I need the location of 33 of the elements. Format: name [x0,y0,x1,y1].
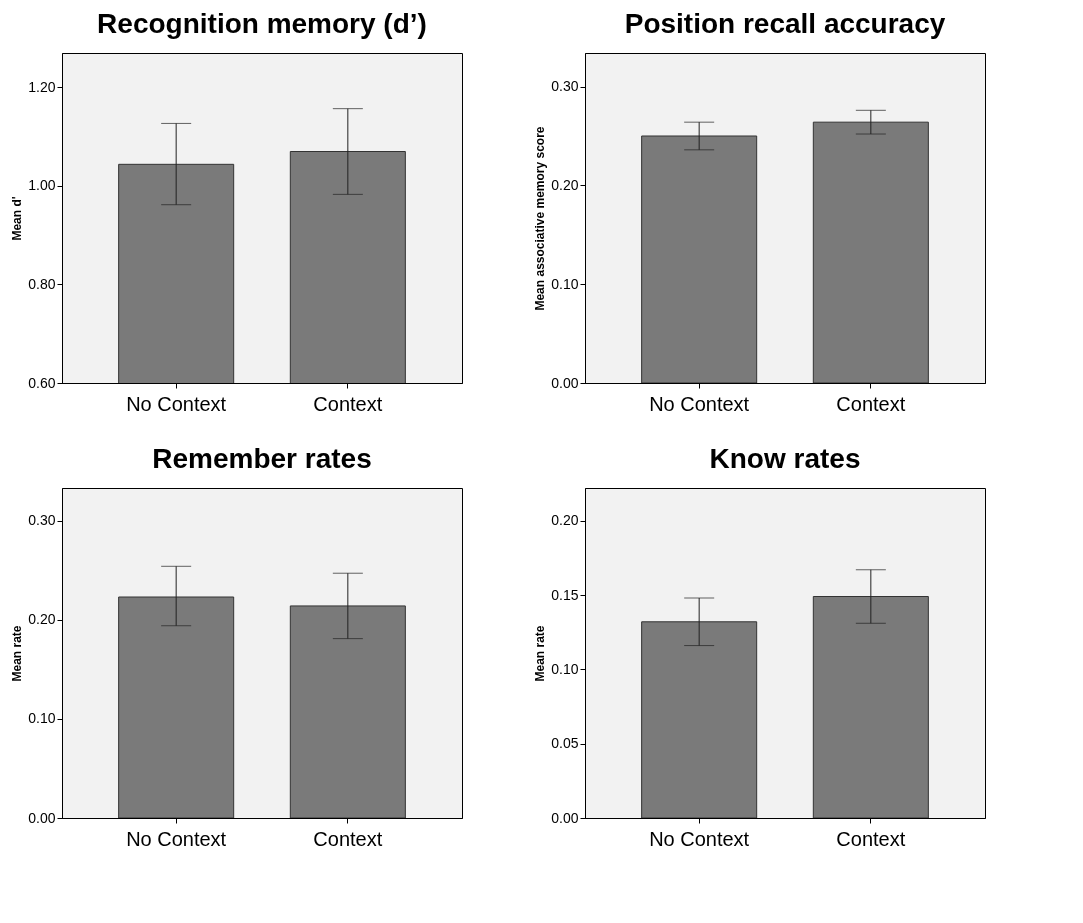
y-tick-label: 0.20 [551,176,579,193]
y-tick-label: 0.20 [551,512,579,529]
x-tick-label: No Context [126,392,227,415]
x-tick-label: No Context [649,827,750,850]
x-tick-label: No Context [126,827,227,850]
x-tick-label: Context [836,827,906,850]
y-tick-label: 0.10 [551,660,579,677]
y-tick-label: 0.30 [551,78,579,95]
y-tick-label: 1.00 [28,177,56,194]
x-tick-label: No Context [649,392,750,415]
y-tick-label: 0.20 [28,611,56,628]
y-tick-label: 0.15 [551,586,579,603]
y-axis-title: Mean associative memory score [533,126,548,311]
y-tick-label: 0.10 [551,275,579,292]
y-tick-label: 0.00 [28,809,56,826]
chart-title: Position recall accuracy [624,8,946,39]
y-tick-label: 0.00 [551,809,579,826]
x-tick-label: Context [836,392,906,415]
x-tick-label: Context [313,827,383,850]
y-tick-label: 0.00 [551,374,579,391]
y-tick-label: 0.80 [28,275,56,292]
x-tick-label: Context [313,392,383,415]
y-tick-label: 0.10 [28,710,56,727]
y-tick-label: 1.20 [28,78,56,95]
y-tick-label: 0.05 [551,735,579,752]
chart-title: Know rates [709,443,861,474]
y-axis-title: Mean d' [10,196,25,241]
chart-title: Recognition memory (d’) [97,8,427,39]
y-tick-label: 0.30 [28,512,56,529]
y-tick-label: 0.60 [28,374,56,391]
y-axis-title: Mean rate [10,625,25,682]
chart-title: Remember rates [152,443,372,474]
y-axis-title: Mean rate [533,625,548,682]
